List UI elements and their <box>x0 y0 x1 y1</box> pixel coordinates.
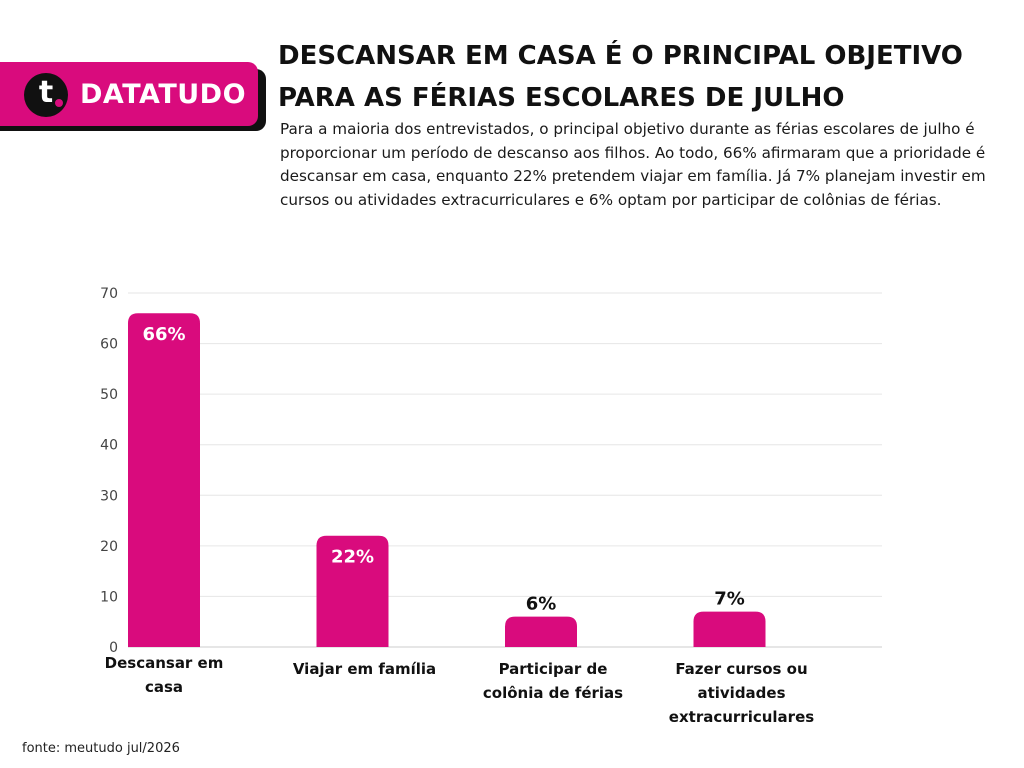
y-tick-label: 0 <box>109 640 118 656</box>
y-tick-label: 50 <box>100 387 118 403</box>
x-tick-label: atividades <box>697 684 785 702</box>
data-label: 22% <box>331 547 374 568</box>
bar <box>693 611 766 647</box>
bar <box>128 313 200 647</box>
x-tick-label: extracurriculares <box>669 708 814 726</box>
page-subtitle: Para a maioria dos entrevistados, o prin… <box>280 120 986 209</box>
data-label: 7% <box>714 589 745 610</box>
source-note: fonte: meutudo jul/2026 <box>22 741 180 756</box>
y-tick-label: 20 <box>100 539 118 555</box>
page-title: DESCANSAR EM CASA É O PRINCIPAL OBJETIVO… <box>278 41 963 113</box>
brand-logo-icon: t <box>24 73 68 117</box>
brand-logo-letter: t <box>38 75 54 110</box>
y-tick-label: 70 <box>100 286 118 302</box>
x-tick-label: colônia de férias <box>483 684 623 702</box>
x-tick-label: Viajar em família <box>293 660 436 678</box>
x-tick-label: casa <box>145 678 183 696</box>
x-tick-label: Descansar em <box>105 654 224 672</box>
x-tick-label: Fazer cursos ou <box>675 660 807 678</box>
bar <box>316 535 389 647</box>
brand-name: DATATUDO <box>80 79 247 110</box>
x-tick-label: Participar de <box>499 660 608 678</box>
y-tick-label: 10 <box>100 589 118 605</box>
data-label: 6% <box>526 594 557 615</box>
y-tick-label: 30 <box>100 488 118 504</box>
bar <box>505 616 577 647</box>
data-label: 66% <box>142 324 185 345</box>
bar-chart: 0 10 20 30 40 50 60 70 66% Descansar em casa 22% Via… <box>100 286 882 726</box>
y-tick-label: 40 <box>100 438 118 454</box>
y-tick-label: 60 <box>100 337 118 353</box>
brand-logo-dot <box>55 99 63 107</box>
